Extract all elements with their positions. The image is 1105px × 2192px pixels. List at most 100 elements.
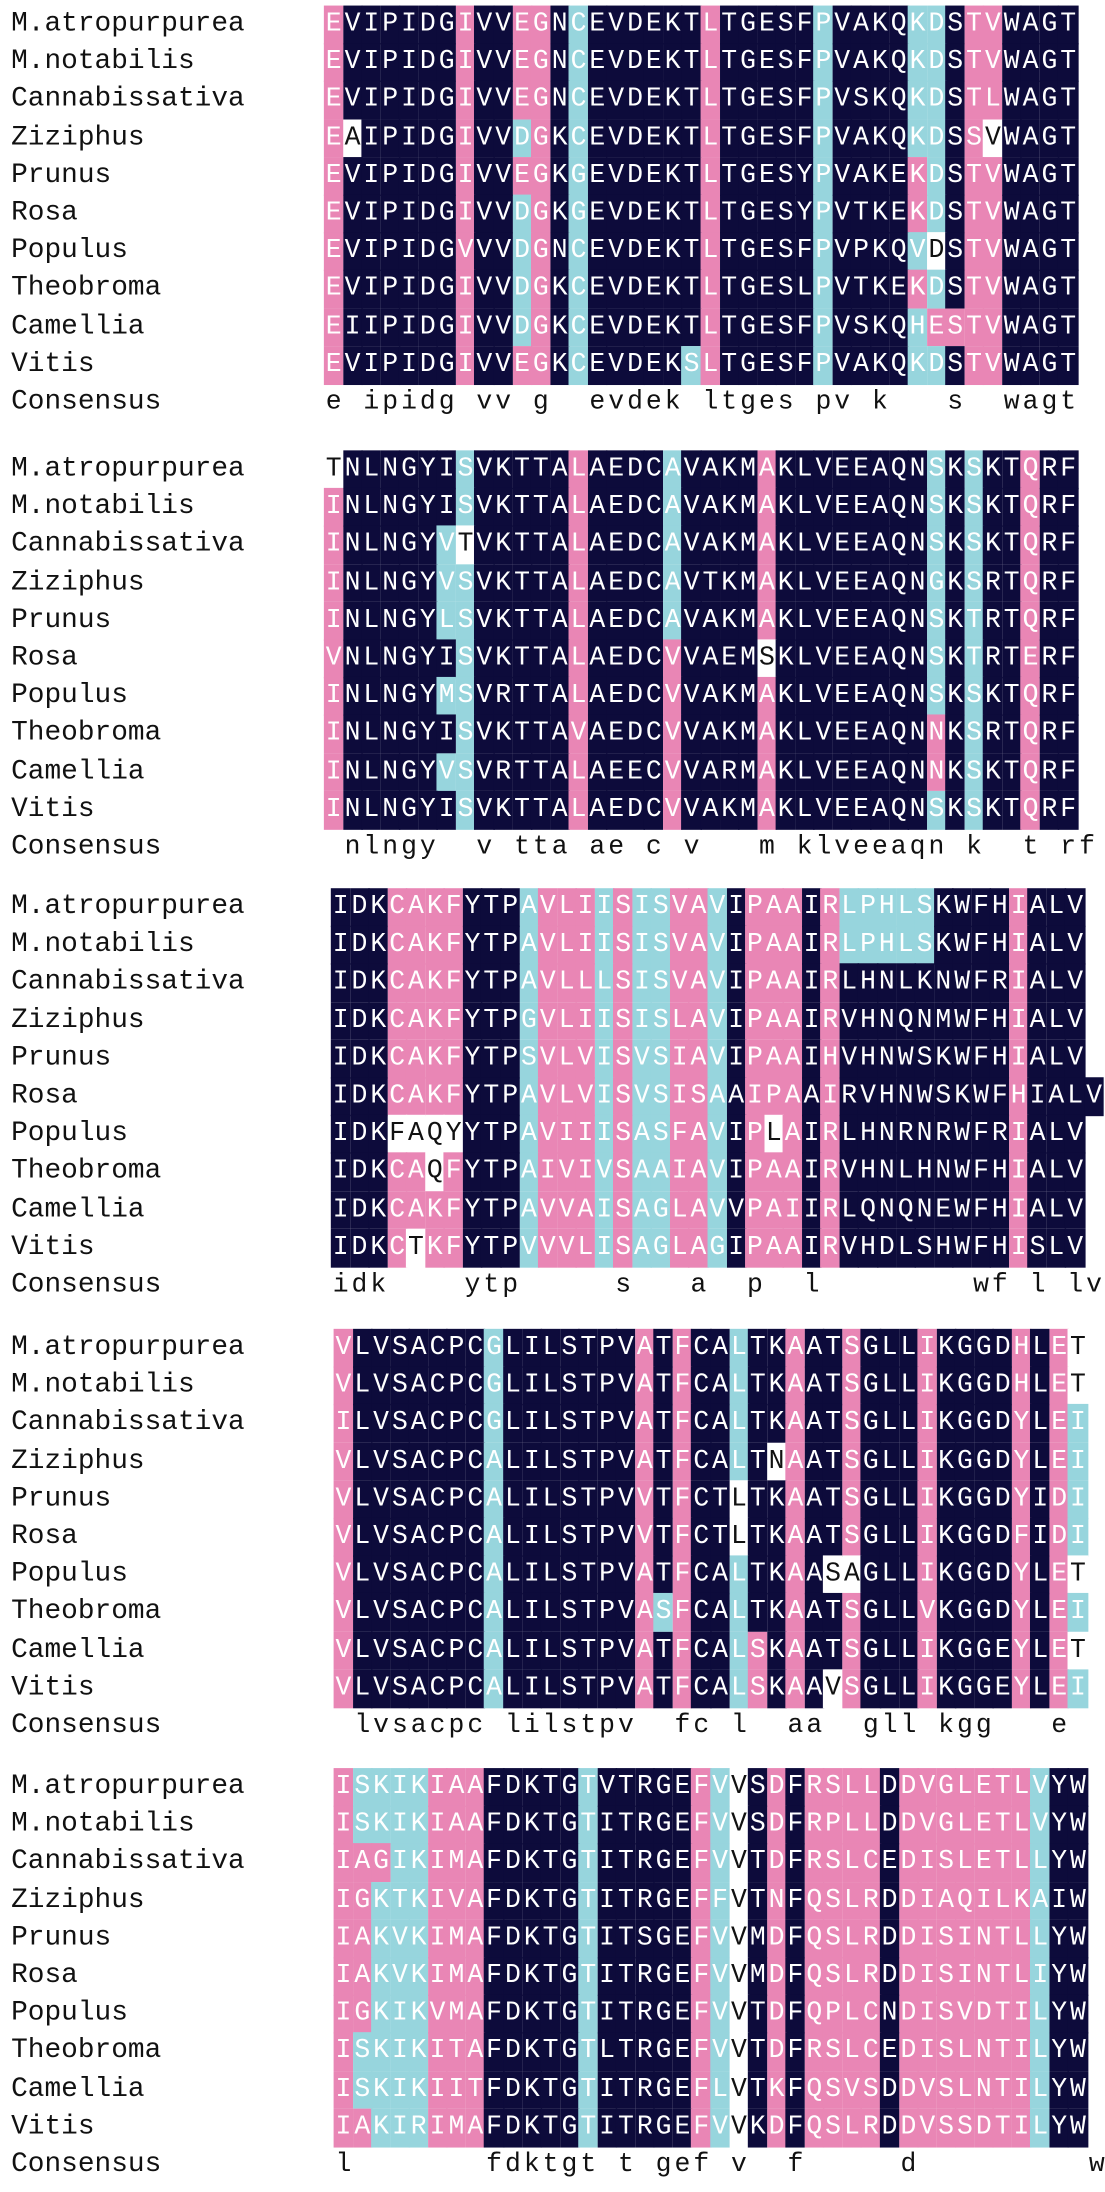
residue-cell: A: [700, 677, 721, 716]
residue-cell: E: [323, 118, 344, 158]
residue-cell: V: [371, 1555, 391, 1595]
residue-cell: T: [1001, 450, 1022, 489]
residue-cell: Y: [1011, 1442, 1032, 1481]
residue-cell: G: [860, 1593, 881, 1633]
residue-cell: C: [427, 1404, 448, 1444]
residue-cell: S: [945, 81, 966, 120]
residue-cell: A: [408, 1366, 429, 1406]
residue-cell: L: [540, 1517, 561, 1557]
residue-cell: I: [361, 232, 382, 272]
residue-cell: T: [823, 1631, 843, 1670]
residue-cell: E: [644, 118, 664, 158]
residue-cell: T: [1058, 232, 1079, 272]
consensus-residue: f: [787, 2148, 804, 2180]
residue-cell: R: [983, 639, 1003, 679]
residue-cell: G: [653, 1843, 674, 1883]
residue-cell: T: [1058, 5, 1079, 45]
residue-cell: V: [681, 715, 702, 754]
residue-cell: S: [823, 1957, 843, 1996]
residue-cell: A: [549, 450, 570, 489]
residue-cell: L: [568, 488, 589, 527]
residue-cell: A: [700, 752, 721, 792]
residue-cell: E: [323, 270, 344, 309]
residue-cell: C: [387, 888, 407, 927]
residue-cell: G: [860, 1555, 881, 1595]
residue-cell: D: [625, 715, 645, 754]
residue-cell: V: [537, 1039, 558, 1079]
residue-cell: I: [1049, 1881, 1069, 1921]
residue-cell: T: [1001, 525, 1022, 565]
consensus-residue: q: [909, 831, 926, 862]
residue-cell: T: [578, 1517, 599, 1557]
residue-cell: L: [352, 1555, 373, 1595]
residue-cell: P: [813, 232, 834, 272]
residue-cell: L: [568, 752, 589, 792]
residue-cell: V: [371, 1366, 391, 1406]
residue-cell: I: [323, 488, 344, 527]
residue-cell: S: [634, 1919, 655, 1958]
residue-cell: C: [691, 1404, 712, 1444]
residue-cell: T: [578, 2070, 599, 2110]
residue-cell: A: [549, 790, 570, 830]
residue-cell: T: [481, 1077, 502, 1116]
residue-cell: I: [399, 5, 419, 45]
residue-cell: L: [895, 1228, 916, 1268]
residue-cell: A: [1020, 5, 1041, 45]
residue-cell: K: [662, 270, 683, 309]
consensus-residue: t: [514, 831, 530, 862]
residue-cell: V: [493, 270, 514, 309]
residue-cell: S: [945, 5, 966, 45]
residue-cell: I: [1068, 1593, 1088, 1633]
consensus-residue: l: [803, 1269, 820, 1300]
residue-cell: V: [832, 5, 853, 45]
residue-cell: T: [616, 2108, 636, 2147]
residue-cell: T: [747, 2070, 768, 2110]
residue-cell: I: [1030, 1517, 1051, 1557]
residue-cell: V: [616, 1517, 636, 1557]
residue-cell: V: [333, 1669, 354, 1708]
residue-cell: L: [556, 888, 577, 927]
residue-cell: H: [858, 1001, 878, 1041]
residue-cell: L: [895, 926, 916, 965]
residue-cell: K: [766, 1555, 787, 1595]
residue-cell: V: [813, 639, 834, 679]
residue-cell: L: [568, 639, 589, 679]
residue-cell: M: [738, 563, 758, 603]
residue-cell: D: [898, 1994, 919, 2034]
residue-cell: A: [782, 1152, 803, 1192]
residue-cell: K: [870, 5, 890, 45]
residue-cell: F: [1058, 790, 1079, 830]
species-label: Populus: [11, 679, 128, 712]
residue-cell: A: [408, 1328, 429, 1368]
residue-cell: L: [1030, 2032, 1051, 2072]
residue-cell: R: [493, 752, 514, 792]
residue-cell: F: [971, 888, 991, 927]
residue-cell: T: [719, 43, 740, 82]
residue-cell: A: [549, 639, 570, 679]
residue-cell: G: [484, 1328, 504, 1368]
residue-cell: I: [427, 2032, 448, 2072]
residue-cell: Q: [804, 2108, 825, 2147]
residue-cell: V: [474, 488, 495, 527]
residue-cell: T: [512, 790, 532, 830]
residue-cell: G: [399, 563, 419, 603]
residue-cell: S: [390, 1480, 410, 1519]
residue-cell: I: [726, 888, 746, 927]
residue-cell: V: [371, 1480, 391, 1519]
residue-cell: T: [992, 1805, 1013, 1845]
residue-cell: D: [625, 563, 645, 603]
residue-cell: R: [820, 963, 841, 1003]
residue-cell: V: [436, 752, 457, 792]
residue-cell: L: [361, 715, 382, 754]
residue-cell: G: [860, 1631, 881, 1670]
residue-cell: M: [446, 1957, 467, 1996]
species-label: Cannabissativa: [11, 1407, 245, 1440]
residue-cell: L: [1011, 1805, 1032, 1845]
residue-cell: V: [333, 1480, 354, 1519]
residue-cell: L: [729, 1555, 749, 1595]
residue-cell: S: [964, 752, 984, 792]
residue-cell: L: [1030, 1328, 1051, 1368]
residue-cell: V: [474, 81, 495, 120]
residue-cell: I: [917, 1957, 938, 1996]
residue-cell: L: [540, 1593, 561, 1633]
